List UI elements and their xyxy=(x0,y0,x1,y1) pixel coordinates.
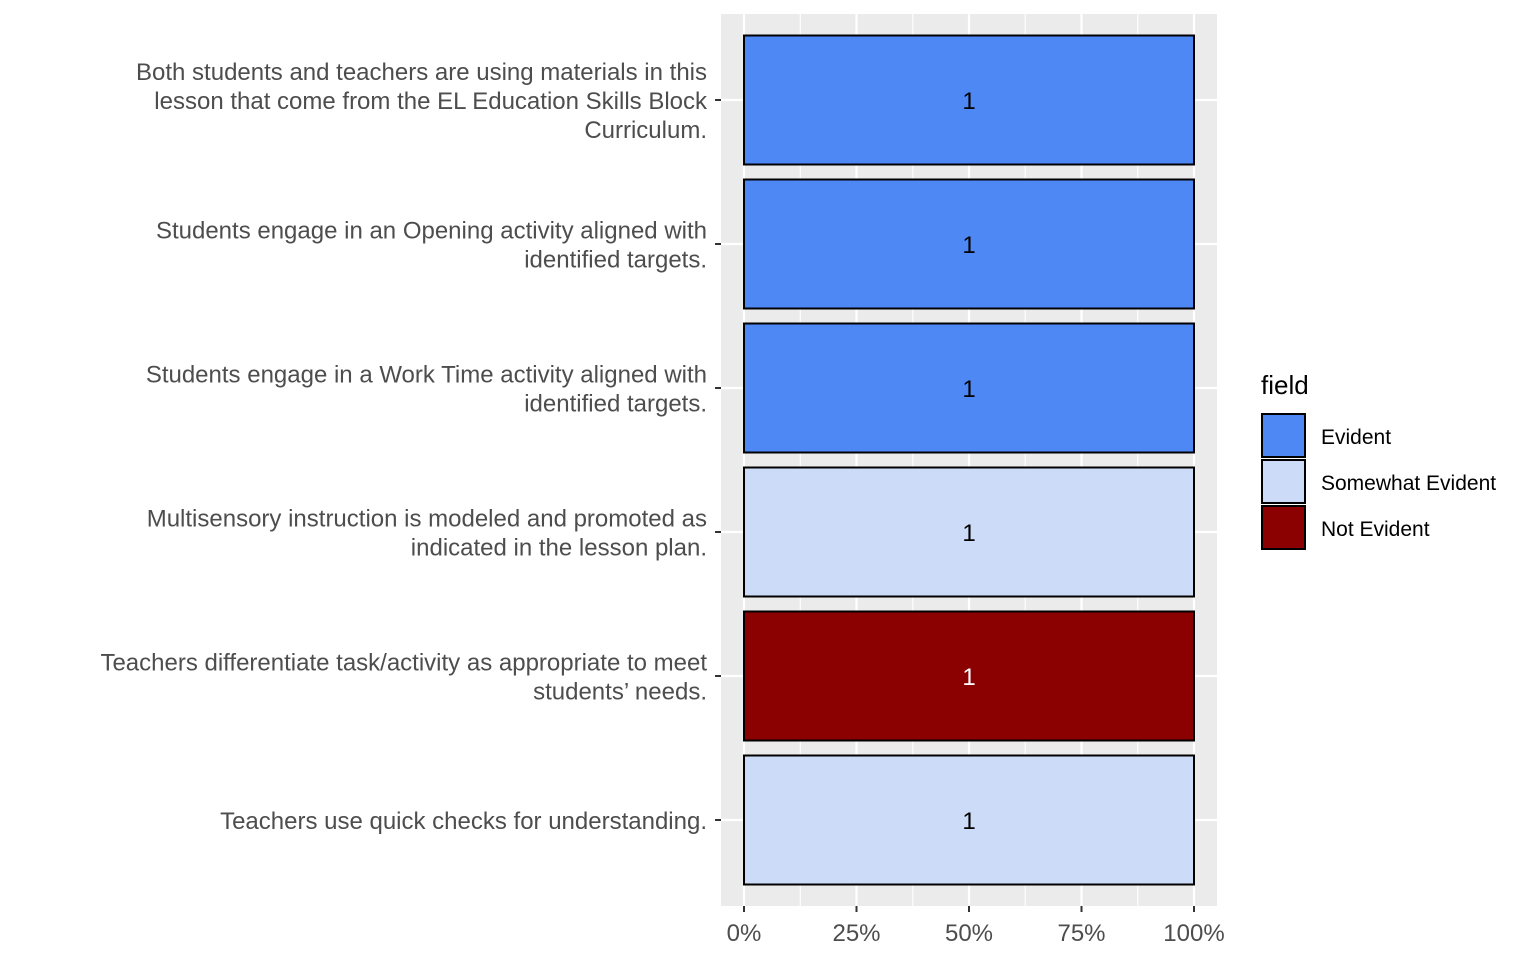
bar xyxy=(743,178,1195,310)
category-label: Multisensory instruction is modeled and … xyxy=(147,506,707,533)
x-tick-label: 0% xyxy=(727,920,762,947)
bar-value-label: 1 xyxy=(962,88,975,115)
legend-title: field xyxy=(1261,370,1309,400)
x-tick-label: 100% xyxy=(1163,920,1224,947)
category-label: students’ needs. xyxy=(533,679,707,706)
x-tick-label: 75% xyxy=(1057,920,1105,947)
bar-value-label: 1 xyxy=(962,520,975,547)
bar xyxy=(743,610,1195,742)
legend: field Evident Somewhat Evident Not Evident xyxy=(1261,370,1496,550)
category-label: Students engage in a Work Time activity … xyxy=(146,362,707,389)
x-tick-label: 25% xyxy=(832,920,880,947)
y-axis: Both students and teachers are using mat… xyxy=(100,59,721,835)
category-label: Teachers differentiate task/activity as … xyxy=(100,650,707,677)
bar-label-layer: 1 1 1 1 1 1 xyxy=(962,88,975,835)
bar xyxy=(743,466,1195,598)
legend-swatch xyxy=(1261,413,1306,458)
legend-swatch xyxy=(1261,459,1306,504)
category-label: identified targets. xyxy=(524,247,707,274)
bar-layer xyxy=(743,34,1195,886)
category-label: Teachers use quick checks for understand… xyxy=(220,808,707,835)
x-axis: 0% 25% 50% 75% 100% xyxy=(727,906,1225,947)
bar-value-label: 1 xyxy=(962,376,975,403)
legend-label: Not Evident xyxy=(1321,518,1430,541)
bar-value-label: 1 xyxy=(962,664,975,691)
legend-label: Somewhat Evident xyxy=(1321,472,1496,495)
category-label: Both students and teachers are using mat… xyxy=(136,59,707,86)
legend-label: Evident xyxy=(1321,426,1391,449)
bar xyxy=(743,322,1195,454)
category-label: Students engage in an Opening activity a… xyxy=(156,218,707,245)
bar-value-label: 1 xyxy=(962,808,975,835)
category-label: lesson that come from the EL Education S… xyxy=(154,88,708,115)
x-tick-label: 50% xyxy=(945,920,993,947)
bar xyxy=(743,754,1195,886)
bar-value-label: 1 xyxy=(962,232,975,259)
category-label: Curriculum. xyxy=(584,117,707,144)
legend-swatch xyxy=(1261,505,1306,550)
bar xyxy=(743,34,1195,166)
category-label: identified targets. xyxy=(524,391,707,418)
category-label: indicated in the lesson plan. xyxy=(411,535,707,562)
